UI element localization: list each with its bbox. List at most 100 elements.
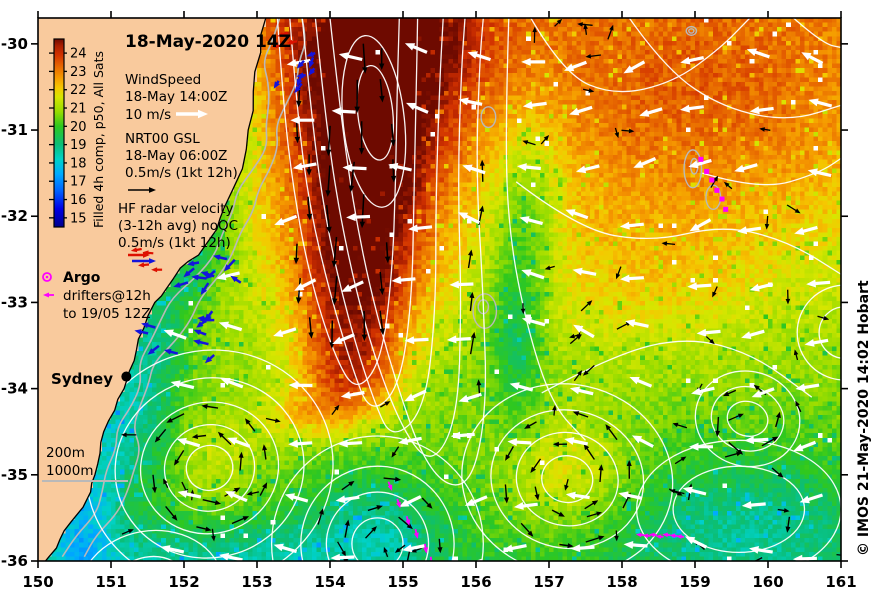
argo-float-marker xyxy=(719,196,725,202)
current-arrow-head xyxy=(764,223,770,230)
bathy-line xyxy=(83,18,306,558)
current-arrow-jet xyxy=(362,43,366,71)
x-tick-label: 151 xyxy=(95,573,126,591)
wind-arrow-head xyxy=(570,544,581,553)
ssh-contour xyxy=(530,18,751,93)
current-arrow-head xyxy=(318,508,324,515)
current-arrow-head xyxy=(628,128,635,134)
hf-radar-arrows xyxy=(130,31,316,364)
wind-arrow-head xyxy=(751,390,762,398)
wind-arrow-head xyxy=(227,437,238,445)
current-arrow-jet-head xyxy=(294,136,301,144)
current-arrow-head xyxy=(669,489,676,494)
wind-arrow-head xyxy=(569,386,580,395)
colorbar-tick-label: 23 xyxy=(70,65,87,80)
current-arrow-head xyxy=(614,132,619,139)
current-arrow-head xyxy=(334,404,340,411)
wind-arrow-head xyxy=(399,499,410,507)
x-tick-label: 159 xyxy=(679,573,710,591)
hf-radar-arrow-red-head xyxy=(286,39,293,45)
current-arrow-head xyxy=(591,500,599,506)
wind-arrow-head xyxy=(741,501,752,510)
current-arrow-jet xyxy=(327,165,331,194)
ssh-contour xyxy=(793,18,841,49)
ssh-contour xyxy=(289,18,419,407)
wind-arrow-head xyxy=(509,382,520,390)
current-arrow-head xyxy=(246,491,253,496)
current-arrow-head xyxy=(552,441,559,447)
current-arrow-head xyxy=(552,404,557,411)
current-arrow-head xyxy=(522,140,529,145)
legend-hf-sub: (3-12h avg) noQC xyxy=(118,218,238,234)
wind-arrow-head xyxy=(746,48,757,56)
current-arrow-jet xyxy=(327,125,331,153)
hf-radar-arrow-head xyxy=(306,51,315,57)
wind-arrow-head xyxy=(404,393,415,402)
drifter-arrow-head xyxy=(413,532,419,539)
current-arrow-jet xyxy=(379,271,383,292)
hf-radar-arrow-head xyxy=(200,271,209,277)
ssh-contour-eddy xyxy=(300,465,455,561)
wind-arrow-head xyxy=(220,378,231,386)
wind-arrow-head xyxy=(517,163,527,171)
legend-iso1000: 1000m xyxy=(46,463,94,479)
current-arrow-head xyxy=(479,205,485,212)
wind-arrow-head xyxy=(290,116,300,125)
hf-radar-arrow-head xyxy=(296,72,304,79)
legend-hf-red-arrow-head xyxy=(143,252,150,258)
wind-arrow-head xyxy=(446,335,457,344)
current-arrow-head xyxy=(532,26,537,33)
current-arrow-jet xyxy=(379,78,384,100)
current-arrow-head xyxy=(426,502,433,509)
current-arrow-head xyxy=(191,434,198,439)
legend-argo-sub: drifters@12h xyxy=(63,288,151,304)
current-arrow-head xyxy=(569,333,575,339)
legend-wind-arrow-head xyxy=(198,109,208,119)
x-tick-label: 158 xyxy=(606,573,637,591)
wind-arrow-head xyxy=(696,328,707,337)
current-arrow-jet-head xyxy=(361,334,368,342)
y-tick-label: -30 xyxy=(1,35,28,53)
drifter-arrow xyxy=(429,556,433,561)
current-arrow-head xyxy=(201,404,208,409)
current-arrow-head xyxy=(723,181,730,188)
wind-arrow-head xyxy=(163,329,174,338)
current-arrow-head xyxy=(785,298,791,305)
current-arrow-head xyxy=(544,265,551,270)
hf-radar-arrow-red-head xyxy=(138,262,145,268)
current-arrow-head xyxy=(534,494,540,501)
wind-arrow-head xyxy=(507,438,518,447)
current-arrow-jet-head xyxy=(306,213,313,221)
hf-radar-arrow-head xyxy=(199,317,207,324)
current-arrow-jet-head xyxy=(379,95,385,103)
legend-hf-blue-arrow-head xyxy=(149,258,156,264)
wind-arrow-head xyxy=(691,387,702,396)
wind-arrow-head xyxy=(631,435,643,444)
wind-arrow-head xyxy=(273,329,284,337)
current-arrow-head xyxy=(564,484,569,491)
current-arrow-head xyxy=(605,424,611,431)
wind-arrow-head xyxy=(680,56,691,65)
wind-arrow-head xyxy=(521,58,531,66)
city-dot xyxy=(121,371,132,382)
hf-radar-arrow-head xyxy=(186,260,195,267)
ssh-contour xyxy=(329,18,487,486)
wind-arrow-head xyxy=(341,284,352,292)
x-tick-label: 160 xyxy=(752,573,783,591)
current-arrow-head xyxy=(171,514,178,521)
wind-arrow-head xyxy=(680,104,690,113)
wind-arrow-head xyxy=(682,486,693,495)
hf-radar-arrow-head xyxy=(141,322,149,329)
wind-arrow-head xyxy=(804,339,815,347)
ssh-contour xyxy=(702,157,841,186)
island-contour xyxy=(472,293,498,329)
current-arrow-head xyxy=(709,338,715,345)
current-arrow xyxy=(374,578,386,581)
wind-arrow-head xyxy=(795,383,806,392)
y-tick-label: -32 xyxy=(1,207,28,225)
wind-arrow-head xyxy=(623,541,634,549)
bathy-line xyxy=(61,18,281,558)
wind-arrow-head xyxy=(620,274,630,283)
colorbar-tick-label: 17 xyxy=(70,175,87,190)
hf-radar-arrow-head xyxy=(273,81,280,89)
